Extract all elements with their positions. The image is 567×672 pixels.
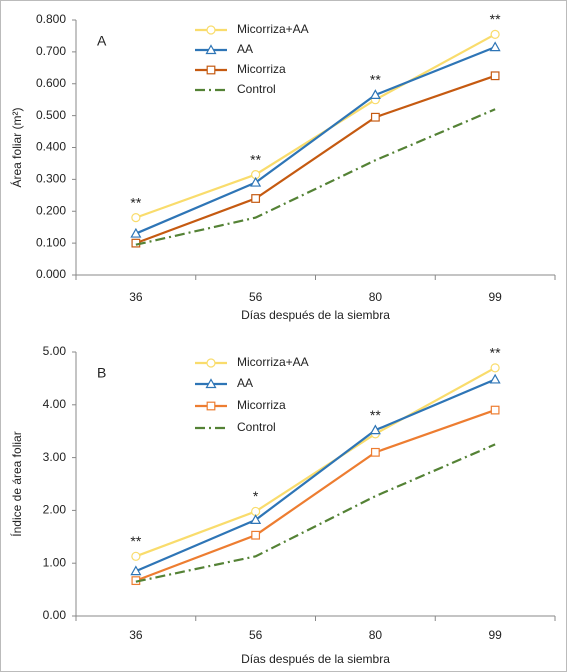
- y-tick-label: 0.500: [36, 108, 66, 122]
- y-axis-label: Índice de área foliar: [9, 431, 24, 536]
- series-line: [135, 378, 496, 573]
- annotation: **: [370, 407, 381, 423]
- series-line: [135, 366, 496, 558]
- legend-label: Micorriza+AA: [237, 22, 309, 36]
- marker: [251, 194, 261, 203]
- panel-label: A: [97, 33, 107, 49]
- legend-label: AA: [237, 376, 253, 390]
- y-tick-label: 0.600: [36, 76, 66, 90]
- y-tick-label: 5.00: [43, 344, 67, 358]
- y-tick-label: 3.00: [43, 450, 67, 464]
- annotation: **: [130, 194, 141, 210]
- series-line: [135, 33, 496, 219]
- annotation: **: [130, 533, 141, 549]
- marker: [131, 551, 141, 561]
- y-tick-label: 0.000: [36, 267, 66, 281]
- marker: [490, 405, 500, 415]
- series-line: [135, 46, 496, 235]
- marker: [489, 41, 501, 52]
- y-tick-label: 4.00: [43, 397, 67, 411]
- marker: [489, 373, 501, 384]
- marker: [370, 112, 380, 122]
- series-line: [135, 108, 496, 246]
- x-axis-label: Días después de la siembra: [241, 652, 390, 666]
- annotation: **: [250, 151, 261, 167]
- marker: [251, 530, 261, 540]
- legend-label: Control: [237, 420, 276, 434]
- legend-marker: [206, 25, 216, 35]
- marker: [490, 29, 500, 39]
- marker: [130, 565, 142, 576]
- marker: [250, 514, 262, 525]
- x-tick-label: 80: [369, 628, 383, 642]
- legend-label: AA: [237, 42, 253, 56]
- y-tick-label: 0.100: [36, 235, 66, 249]
- y-tick-label: 0.400: [36, 140, 66, 154]
- series-line: [135, 443, 496, 583]
- x-tick-label: 36: [129, 628, 143, 642]
- panel-label: B: [97, 365, 106, 381]
- legend-label: Micorriza+AA: [237, 355, 309, 369]
- marker: [369, 89, 381, 100]
- x-tick-label: 56: [249, 628, 263, 642]
- series-line: [135, 409, 496, 582]
- x-axis-label: Días después de la siembra: [241, 308, 390, 322]
- marker: [490, 71, 500, 81]
- marker: [369, 424, 381, 435]
- marker: [490, 363, 500, 373]
- marker: [131, 213, 141, 223]
- legend-marker: [206, 401, 216, 411]
- x-tick-label: 36: [129, 290, 143, 304]
- y-tick-label: 2.00: [43, 503, 67, 517]
- x-tick-label: 80: [369, 290, 383, 304]
- marker: [130, 227, 142, 238]
- annotation: *: [253, 488, 259, 504]
- y-tick-label: 1.00: [43, 555, 67, 569]
- marker: [370, 447, 380, 457]
- x-tick-label: 56: [249, 290, 263, 304]
- y-tick-label: 0.200: [36, 203, 66, 217]
- annotation: **: [490, 11, 501, 27]
- series-line: [135, 74, 496, 245]
- y-tick-label: 0.00: [43, 608, 67, 622]
- legend-marker: [206, 65, 216, 75]
- annotation: **: [370, 72, 381, 88]
- y-tick-label: 0.800: [36, 12, 66, 26]
- x-tick-label: 99: [488, 628, 502, 642]
- legend-label: Micorriza: [237, 398, 286, 412]
- annotation: **: [490, 345, 501, 361]
- y-axis-label: Área foliar (m²): [9, 107, 24, 187]
- x-tick-label: 99: [488, 290, 502, 304]
- legend-marker: [205, 44, 217, 55]
- y-tick-label: 0.700: [36, 44, 66, 58]
- y-tick-label: 0.300: [36, 172, 66, 186]
- legend-marker: [205, 378, 217, 389]
- legend-label: Micorriza: [237, 62, 286, 76]
- marker: [250, 176, 262, 187]
- legend-marker: [206, 358, 216, 368]
- legend-label: Control: [237, 82, 276, 96]
